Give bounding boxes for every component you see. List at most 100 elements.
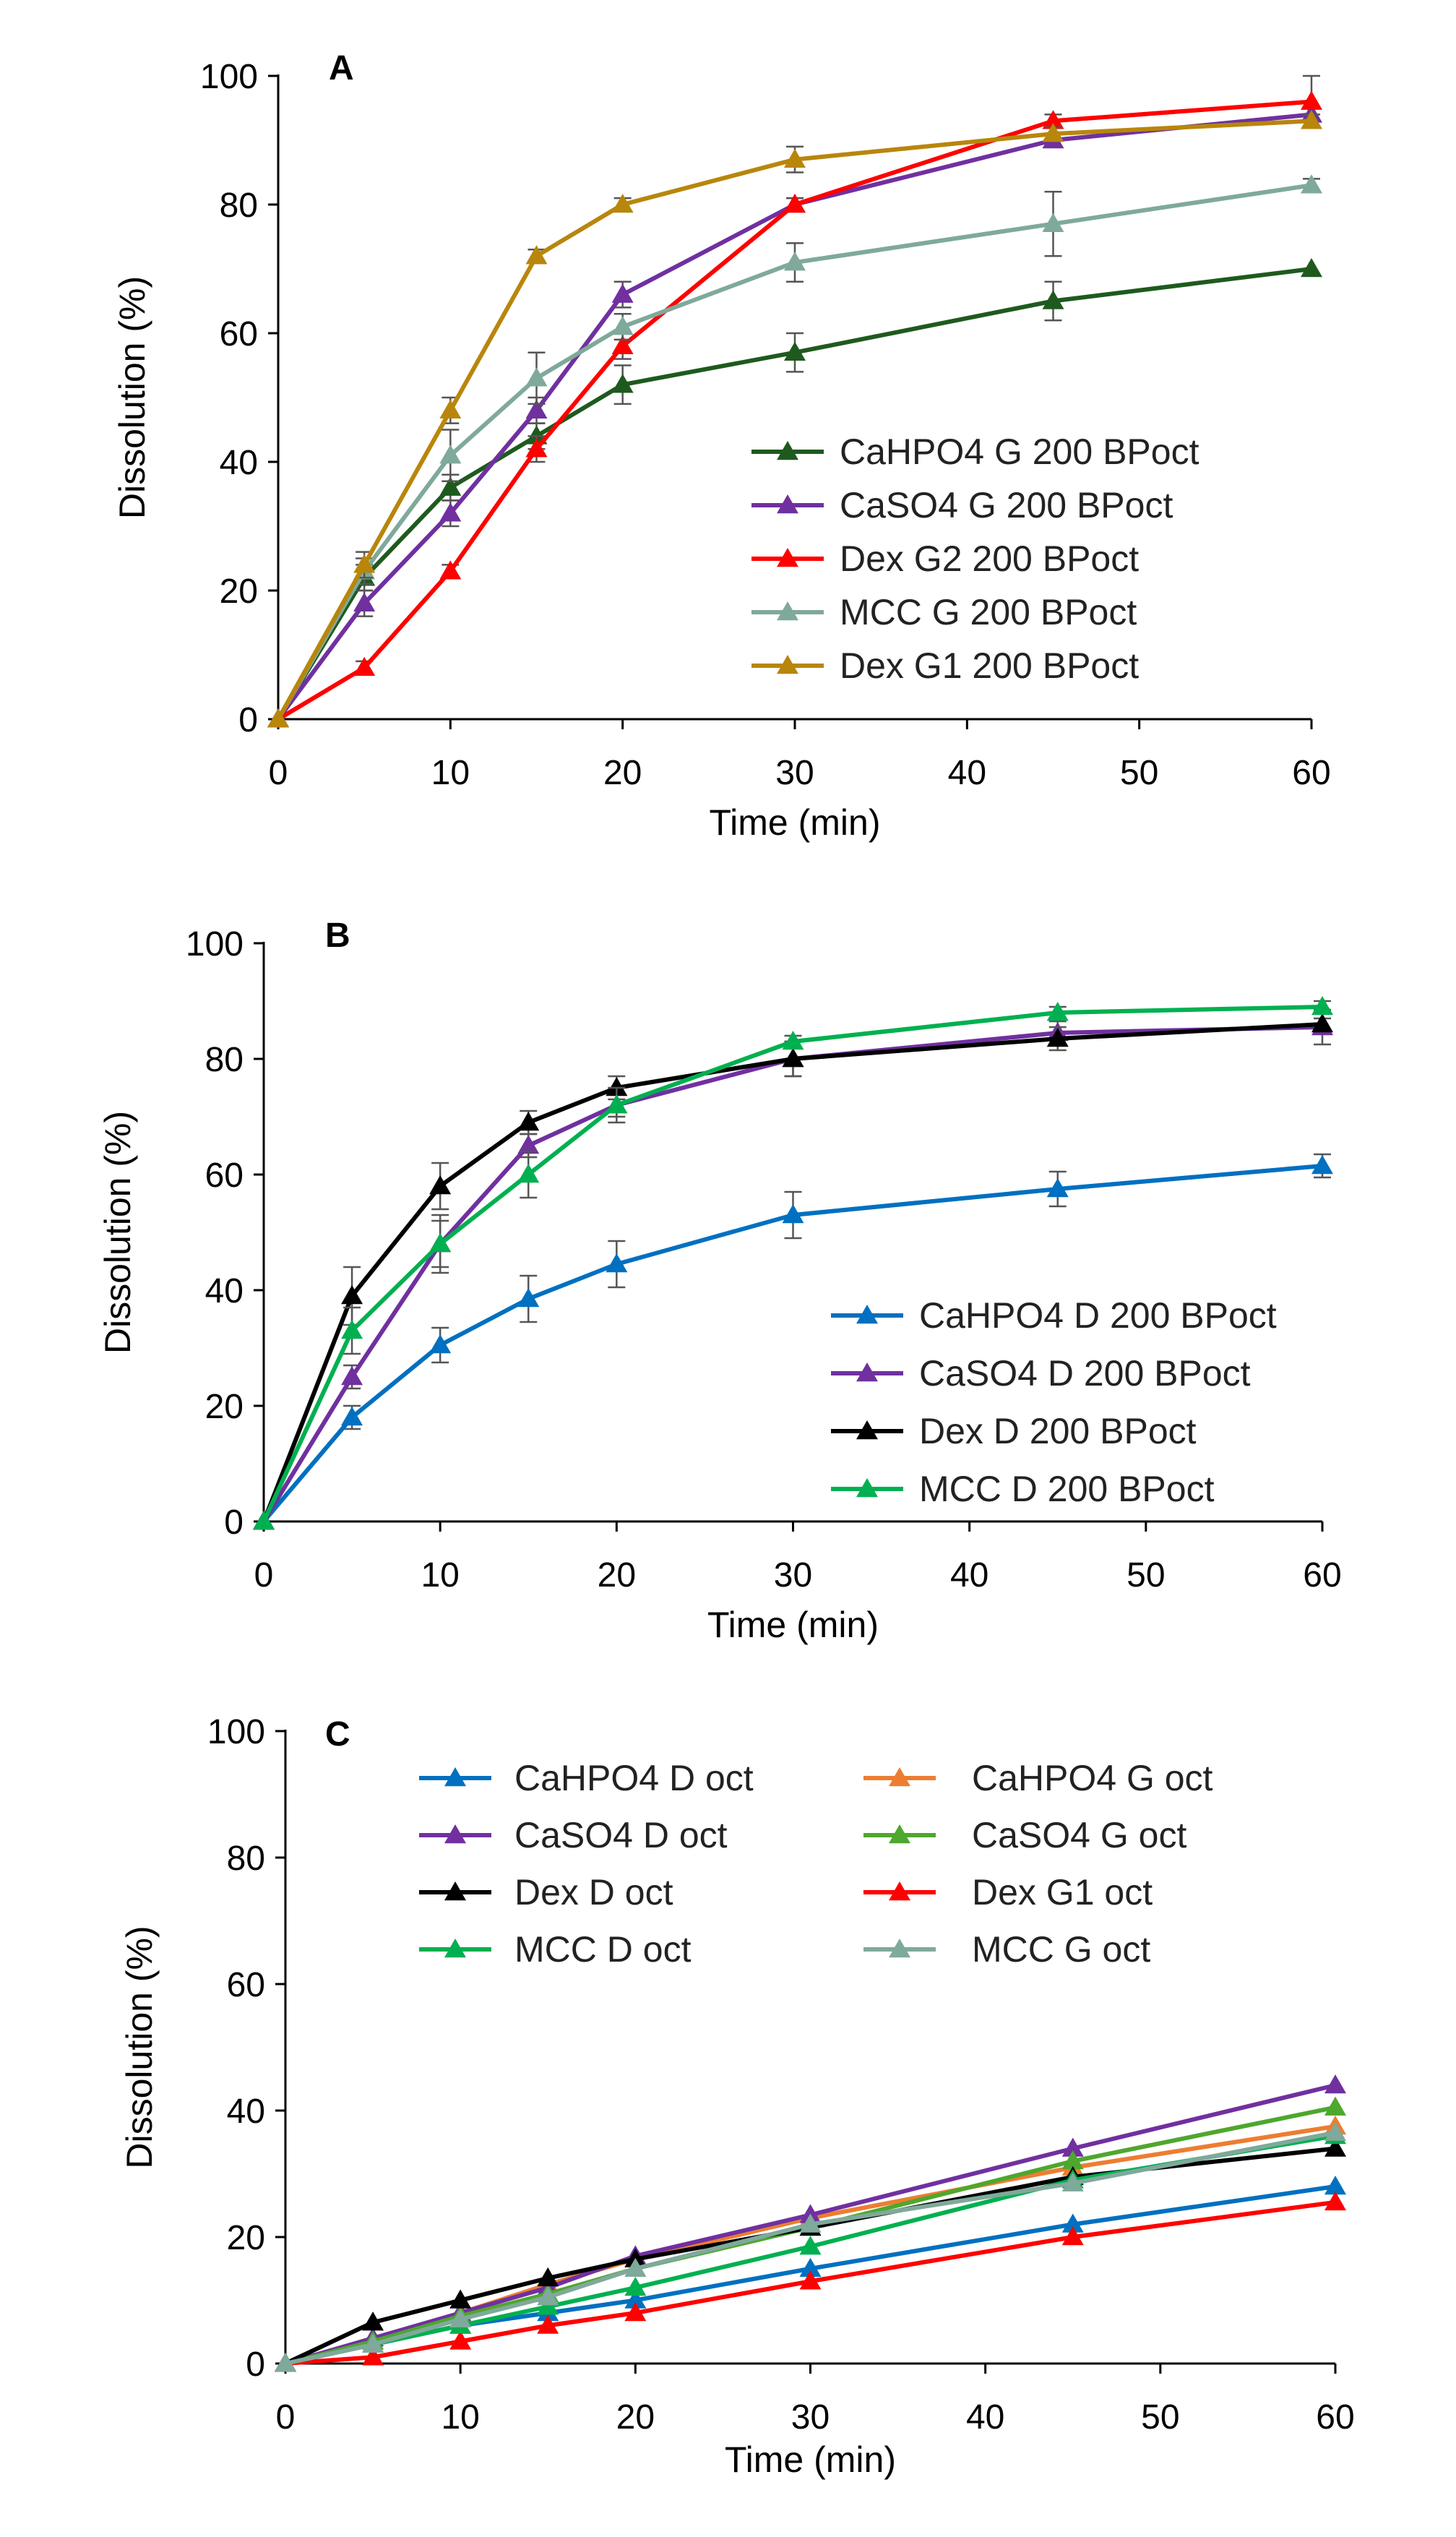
data-point-marker [517,1164,540,1183]
y-tick-label: 0 [224,1503,244,1542]
data-point-marker [1324,2121,1346,2141]
y-tick-label: 100 [200,58,258,96]
x-axis-title: Time (min) [725,2439,896,2480]
series-line [284,2146,1336,2366]
data-point-marker [525,438,548,458]
data-point-marker [1301,110,1322,129]
legend-label: MCC G oct [972,1929,1150,1970]
legend-label: CaSO4 D oct [514,1815,728,1855]
data-point-marker [449,2330,472,2350]
x-tick-label: 40 [948,754,986,792]
x-tick-label: 60 [1292,754,1330,792]
data-point-marker [341,1285,363,1305]
data-point-marker [1042,123,1064,142]
data-point-marker [1046,1178,1069,1198]
data-point-marker [1042,213,1064,232]
series-line [285,2083,1336,2366]
data-point-marker [429,1175,452,1195]
legend-label: CaSO4 G oct [972,1815,1186,1855]
data-point-marker [1324,2176,1346,2195]
data-point-marker [782,1031,804,1050]
data-point-marker [784,148,806,168]
data-point-marker [784,341,806,361]
data-point-marker [341,1366,363,1386]
y-tick-label: 60 [227,1966,265,2004]
legend-label: Dex D 200 BPoct [919,1411,1197,1451]
data-point-marker [1311,996,1333,1016]
data-point-marker [799,2236,822,2255]
data-point-marker [449,2289,472,2309]
data-point-marker [1061,2213,1084,2233]
data-point-marker [267,708,289,728]
series-line [276,119,1312,721]
x-tick-label: 50 [1141,2398,1179,2437]
data-point-marker [362,2333,384,2353]
x-tick-label: 0 [269,754,288,792]
data-point-marker [525,399,548,419]
data-point-marker [799,2270,822,2290]
legend: CaHPO4 G 200 BPoct CaSO4 G 200 BPoct Dex G… [751,432,1199,686]
data-point-marker [449,2308,472,2327]
series-line [276,183,1312,721]
data-point-marker [624,2257,647,2277]
legend-label: Dex G1 200 BPoct [840,645,1139,686]
legend: CaHPO4 D oct CaHPO4 G oct CaSO4 D oct CaSO4… [419,1758,1213,1970]
data-point-marker [611,283,634,303]
data-point-marker [606,1094,628,1114]
legend-label: Dex G1 oct [972,1872,1153,1913]
data-point-marker [253,1511,275,1530]
y-tick-label: 0 [238,701,258,739]
legend-marker [777,601,798,621]
legend-label: MCC D oct [514,1929,692,1970]
legend-marker [444,1767,466,1787]
data-point-marker [1311,1155,1333,1175]
data-point-marker [537,2286,559,2306]
data-point-marker [341,1407,363,1426]
legend-marker [777,441,798,460]
series-mcc-g-200-bpoct [267,174,1322,728]
data-point-marker [362,2346,384,2366]
data-point-marker [1324,2074,1346,2094]
series-line [285,2199,1336,2366]
legend: CaHPO4 D 200 BPoct CaSO4 D 200 BPoct Dex D… [831,1295,1277,1509]
series-line [277,99,1312,721]
data-point-marker [784,252,806,271]
x-tick-label: 30 [775,754,814,792]
series-dex-g2-200-bpoct [267,74,1322,728]
data-point-marker [1042,290,1064,309]
legend-label: CaHPO4 D 200 BPoct [919,1295,1277,1336]
data-point-marker [624,2302,647,2322]
data-point-marker [782,1204,804,1224]
legend-marker [889,1881,910,1901]
data-point-marker [525,245,548,265]
series-line [276,267,1312,721]
y-tick-label: 80 [205,1041,244,1079]
y-tick-label: 40 [220,444,258,482]
data-point-marker [1301,258,1322,278]
x-tick-label: 20 [603,754,642,792]
x-tick-label: 50 [1120,754,1158,792]
y-axis-title: Dissolution (%) [112,276,152,519]
data-point-marker [1046,1002,1069,1021]
y-tick-label: 40 [227,2092,265,2131]
series-cahpo4-d-200-bpoct [253,1153,1333,1530]
x-axis-title: Time (min) [709,802,880,843]
legend-marker [889,1824,910,1844]
data-point-marker [341,1320,363,1339]
data-point-marker [439,502,462,522]
legend-marker [889,1767,910,1787]
legend-label: Dex D oct [514,1872,673,1913]
x-tick-label: 0 [254,1556,274,1594]
panel-label: A [329,49,354,87]
y-tick-label: 20 [220,572,258,611]
x-tick-label: 10 [421,1556,459,1594]
panel-label: C [325,1715,350,1753]
y-tick-label: 20 [205,1388,244,1426]
x-tick-label: 40 [966,2398,1004,2437]
legend-marker [444,1824,466,1844]
data-point-marker [624,2277,647,2296]
data-point-marker [439,476,462,496]
x-tick-label: 30 [774,1556,812,1594]
y-tick-label: 80 [220,186,258,225]
panel-a: 0 20 40 60 80 100 0 10 20 30 40 50 60 Time (min) Disso… [112,49,1331,843]
